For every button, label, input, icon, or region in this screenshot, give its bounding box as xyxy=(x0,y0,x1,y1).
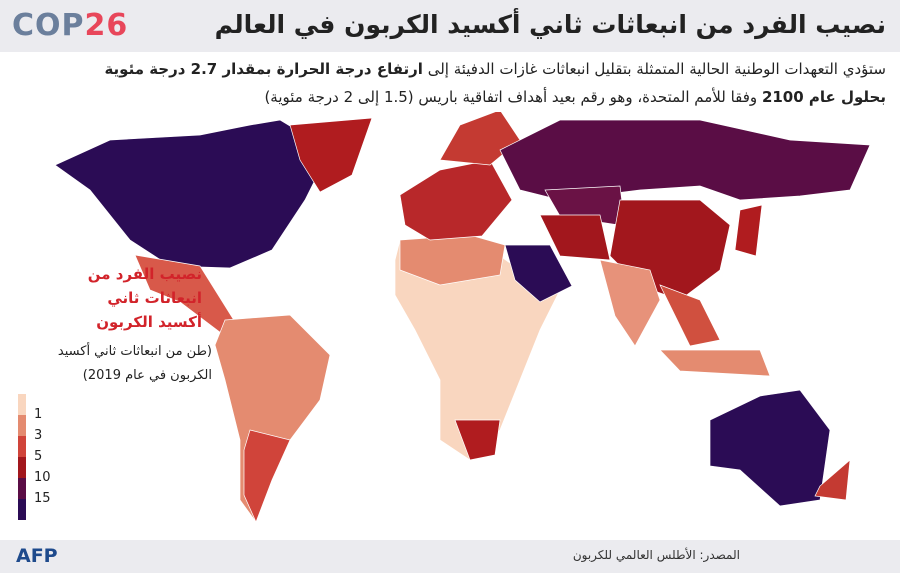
legend-tick: 3 xyxy=(34,428,43,443)
scandinavia xyxy=(439,112,521,166)
afp-logo: AFP xyxy=(16,545,58,567)
legend-scale: 1 3 5 10 15 xyxy=(18,394,51,520)
legend-tick: 10 xyxy=(34,470,51,485)
japan xyxy=(734,204,763,257)
subtitle-line: بحلول عام 2100 وفقا للأمم المتحدة، وهو ر… xyxy=(264,88,886,106)
legend-unit-line: (طن من انبعاثات ثاني أكسيد xyxy=(57,344,212,359)
legend-unit-line: الكربون في عام 2019) xyxy=(82,368,212,383)
source: المصدر: الأطلس العالمي للكربون xyxy=(572,548,740,562)
india xyxy=(599,259,661,347)
logo-number: 26 xyxy=(84,8,129,43)
subtitle-line: ستؤدي التعهدات الوطنية الحالية المتمثلة … xyxy=(104,60,886,78)
logo: COP26 xyxy=(12,8,128,43)
legend-title-line: انبعاثات ثاني xyxy=(107,289,202,307)
australia xyxy=(709,389,831,507)
logo-cop: COP xyxy=(12,8,85,43)
subtitle-segment: بحلول عام 2100 xyxy=(761,88,886,106)
legend-swatch xyxy=(18,436,26,457)
legend-swatch xyxy=(18,457,26,478)
legend-tick: 5 xyxy=(34,449,43,464)
header: COP26 نصيب الفرد من انبعاثات ثاني أكسيد … xyxy=(0,0,900,52)
subtitle-segment: ستؤدي التعهدات الوطنية الحالية المتمثلة … xyxy=(422,60,886,78)
southeast-asia xyxy=(659,284,721,347)
subtitle-segment: ارتفاع درجة الحرارة بمقدار 2.7 درجة مئوي… xyxy=(104,60,423,78)
legend-swatch xyxy=(18,499,26,520)
legend-unit: (طن من انبعاثات ثاني أكسيد الكربون في عام… xyxy=(12,340,212,388)
argentina xyxy=(243,429,291,523)
world-map xyxy=(54,112,871,523)
iran xyxy=(539,214,611,261)
south-africa xyxy=(454,419,501,461)
legend-title: نصيب الفرد من انبعاثات ثاني أكسيد الكربون xyxy=(12,262,202,334)
legend-swatch xyxy=(18,394,26,415)
russia xyxy=(499,119,871,201)
title: نصيب الفرد من انبعاثات ثاني أكسيد الكربو… xyxy=(214,10,886,39)
subtitle-segment: وفقا للأمم المتحدة، وهو رقم بعيد أهداف ا… xyxy=(264,88,762,106)
legend-swatch xyxy=(18,415,26,436)
legend-title-line: أكسيد الكربون xyxy=(96,313,202,331)
arabia xyxy=(504,244,573,303)
footer: AFP المصدر: الأطلس العالمي للكربون xyxy=(0,540,900,573)
south-america xyxy=(214,314,331,523)
legend-swatch xyxy=(18,478,26,499)
indonesia xyxy=(659,349,771,377)
greenland xyxy=(289,117,373,193)
europe xyxy=(399,159,513,241)
legend-title-line: نصيب الفرد من xyxy=(87,265,202,283)
legend-tick: 1 xyxy=(34,407,43,422)
north-america xyxy=(54,119,331,269)
new-zealand xyxy=(814,459,851,501)
legend-tick: 15 xyxy=(34,491,51,506)
